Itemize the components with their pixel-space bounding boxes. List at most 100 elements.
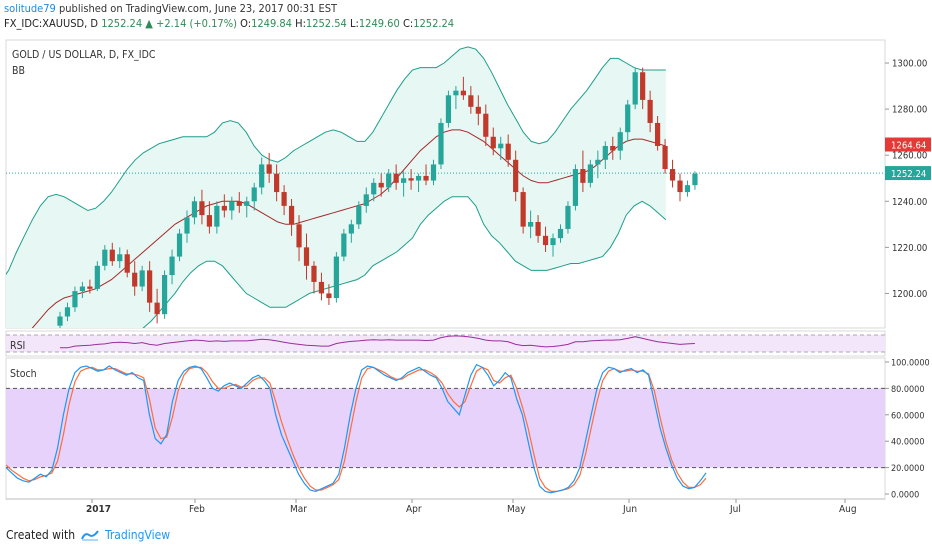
candle-body — [378, 182, 384, 188]
candle-body — [214, 205, 220, 227]
low-value: 1249.60 — [358, 17, 400, 30]
candle-body — [288, 205, 295, 225]
candle-body — [124, 254, 130, 273]
candle-body — [191, 201, 198, 218]
candle-body — [453, 90, 459, 96]
candle-body — [684, 185, 691, 193]
candle-body — [274, 173, 280, 193]
last-price-tag-bg — [885, 166, 931, 181]
x-tick-label: 2017 — [86, 504, 111, 515]
candle-body — [259, 164, 265, 188]
footer: Created with TradingView — [6, 524, 170, 546]
open-label: O: — [240, 17, 252, 30]
candle-body — [296, 224, 302, 248]
last-price-tag: 1252.24 — [891, 169, 926, 180]
low-label: L: — [350, 17, 359, 30]
stoch-k-line — [5, 363, 707, 494]
candle-body — [542, 235, 549, 246]
candle-body — [102, 249, 108, 266]
candle-body — [557, 228, 564, 239]
candle-body — [221, 205, 227, 211]
indicator-label: BB — [12, 65, 25, 77]
x-tick-label: Feb — [189, 504, 205, 515]
y-tick-label: 1220.00 — [892, 243, 927, 254]
candle-body — [677, 180, 683, 193]
stoch-y-tick-label: 80.0000 — [891, 385, 924, 395]
candle-body — [528, 222, 534, 227]
created-with-label: Created with — [6, 528, 76, 542]
main-pane-frame — [5, 39, 886, 329]
stoch-y-tick-label: 100.0000 — [891, 359, 930, 369]
candle-body — [610, 145, 616, 151]
candle-body — [57, 316, 63, 326]
candle-body — [64, 307, 71, 317]
candle-body — [483, 113, 489, 137]
candle-body — [356, 205, 362, 225]
candle-body — [371, 182, 377, 195]
rsi-label: RSI — [10, 340, 25, 352]
stoch-y-tick-label: 20.0000 — [891, 464, 924, 474]
y-tick-label: 1240.00 — [892, 197, 927, 208]
stoch-y-tick-label: 0.0000 — [891, 491, 919, 501]
candle-body — [669, 169, 676, 181]
last-price: 1252.24 — [101, 17, 143, 30]
candle-body — [468, 95, 474, 107]
chart-title: GOLD / US DOLLAR, D, FX_IDC — [12, 49, 156, 61]
candle-body — [580, 169, 586, 183]
x-tick-label: Aug — [839, 504, 857, 515]
candle-body — [490, 136, 496, 149]
rsi-line — [60, 335, 695, 349]
x-tick-label: Apr — [406, 504, 422, 515]
ohlc-readout: FX_IDC:XAUUSD, D 1252.24 ▲ +2.14 (+0.17%… — [4, 17, 454, 30]
candle-body — [87, 286, 93, 289]
candle-body — [401, 178, 407, 183]
candle-body — [266, 164, 272, 174]
candle-body — [184, 217, 190, 234]
candle-body — [662, 145, 668, 170]
candle-body — [513, 159, 519, 193]
price-change: ▲ +2.14 (+0.17%) — [145, 17, 237, 30]
candle-body — [229, 201, 235, 211]
candle-body — [341, 233, 347, 257]
candle-body — [161, 275, 168, 315]
candle-body — [348, 224, 354, 234]
tradingview-brand-link[interactable]: TradingView — [105, 528, 171, 542]
candle-body — [460, 90, 466, 96]
rsi-band — [6, 335, 885, 352]
candle-body — [311, 265, 317, 282]
candle-body — [595, 159, 601, 165]
x-tick-label: Jun — [622, 504, 637, 515]
candle-body — [565, 205, 571, 229]
candle-body — [326, 293, 332, 299]
candle-body — [147, 270, 153, 303]
candle-body — [535, 222, 541, 236]
high-label: H: — [295, 17, 306, 30]
candle-body — [438, 122, 444, 165]
candle-body — [692, 173, 698, 186]
candle-body — [132, 272, 138, 287]
stoch-y-tick-label: 40.0000 — [891, 438, 924, 448]
candle-body — [79, 286, 86, 292]
symbol-label: FX_IDC:XAUUSD, D — [4, 17, 99, 30]
bb-upper-line — [6, 46, 666, 276]
candle-body — [617, 132, 623, 151]
candle-body — [520, 192, 526, 227]
candle-body — [117, 254, 123, 262]
basis-price-tag-bg — [885, 137, 931, 152]
candle-body — [363, 194, 369, 206]
candle-body — [393, 173, 399, 183]
candle-body — [632, 72, 638, 105]
candle-body — [139, 270, 145, 287]
basis-price-tag: 1264.64 — [891, 141, 926, 152]
author-link[interactable]: solitude79 — [4, 2, 56, 15]
candle-body — [386, 173, 392, 188]
candle-body — [281, 192, 287, 206]
candle-body — [154, 302, 160, 315]
candle-body — [199, 201, 205, 216]
y-tick-label: 1260.00 — [892, 151, 927, 162]
candle-body — [176, 233, 183, 257]
x-tick-label: May — [507, 504, 526, 515]
high-value: 1252.54 — [305, 17, 347, 30]
bb-fill — [6, 46, 666, 328]
